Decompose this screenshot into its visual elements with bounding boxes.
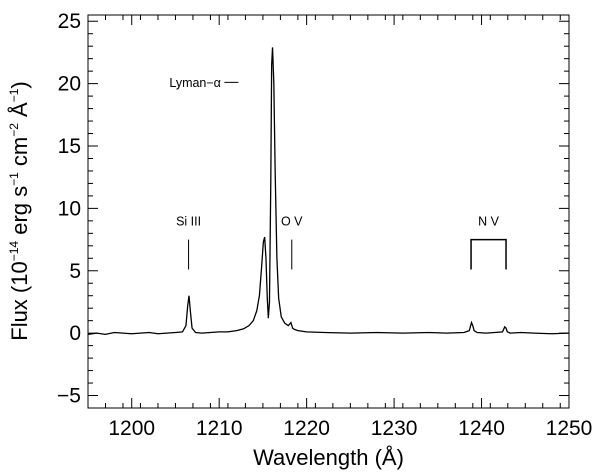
siiii-label: Si III [176,215,201,229]
spectrum-line [87,47,570,336]
x-tick-label: 1250 [546,417,593,440]
x-axis-title: Wavelength (Å) [253,445,404,470]
line-annotations: Lyman−α Si III O V N V [169,76,507,270]
ov-label: O V [281,215,303,229]
axis-ticks [87,15,570,409]
lyman-alpha-label: Lyman−α [169,76,221,90]
y-tick-label: 5 [69,260,81,283]
nv-label: N V [478,215,500,229]
y-tick-label: 10 [58,197,81,220]
x-tick-label: 1240 [458,417,505,440]
x-tick-label: 1210 [196,417,243,440]
y-tick-label: 25 [58,10,81,33]
y-axis-title: Flux (10−14 erg s−1 cm−2 Å−1) [7,81,32,341]
y-tick-label: 20 [58,73,81,96]
y-tick-label: 15 [58,135,81,158]
y-tick-label: −5 [57,385,81,408]
plot-frame [87,14,570,409]
x-tick-label: 1230 [371,417,418,440]
axis-tick-labels: 1200 1210 1220 1230 1240 1250 −5 0 5 10 15 20 25 [57,10,592,440]
y-tick-label: 0 [69,322,81,345]
x-tick-label: 1220 [283,417,330,440]
x-tick-label: 1200 [108,417,155,440]
nv-bracket [470,238,507,270]
